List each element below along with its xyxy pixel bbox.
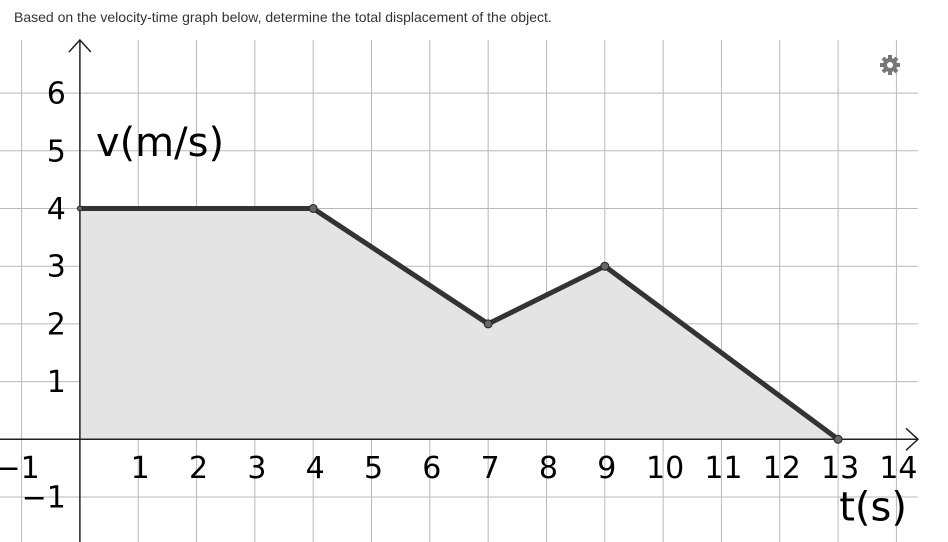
x-axis-title: t(s) — [839, 484, 907, 530]
y-axis-arrow — [68, 38, 92, 53]
y-tick-label: 2 — [47, 307, 66, 342]
x-tick-label: 5 — [364, 451, 383, 486]
gear-hole — [887, 62, 893, 68]
x-tick-label: 13 — [821, 451, 859, 486]
data-point — [76, 205, 83, 212]
question-text: Based on the velocity-time graph below, … — [14, 9, 552, 25]
x-tick-label: 1 — [131, 451, 150, 486]
data-point — [308, 203, 318, 213]
data-point — [833, 434, 843, 444]
y-tick-label: 5 — [47, 134, 66, 169]
x-tick-label: 8 — [539, 451, 558, 486]
area-fill — [79, 208, 839, 440]
y-tick-label: 6 — [47, 77, 66, 112]
y-axis-title: v(m/s) — [96, 120, 224, 166]
x-tick-label: 6 — [422, 451, 441, 486]
x-tick-label: 3 — [247, 451, 266, 486]
x-tick-label: 7 — [481, 451, 500, 486]
y-tick-label: 3 — [47, 250, 66, 285]
y-tick-label: −1 — [22, 480, 66, 515]
x-tick-label: 14 — [879, 451, 917, 486]
x-tick-label: 11 — [704, 451, 742, 486]
x-tick-label: −1 — [0, 451, 40, 486]
data-point — [600, 261, 610, 271]
x-tick-label: 2 — [189, 451, 208, 486]
y-tick-label: 1 — [47, 365, 66, 400]
x-tick-label: 12 — [763, 451, 801, 486]
x-axis-arrow — [905, 427, 920, 451]
x-tick-label: 9 — [597, 451, 616, 486]
x-tick-label: 4 — [306, 451, 325, 486]
x-tick-label: 10 — [646, 451, 684, 486]
y-tick-label: 4 — [47, 192, 66, 227]
settings-icon[interactable] — [880, 55, 900, 75]
data-point — [483, 319, 493, 329]
